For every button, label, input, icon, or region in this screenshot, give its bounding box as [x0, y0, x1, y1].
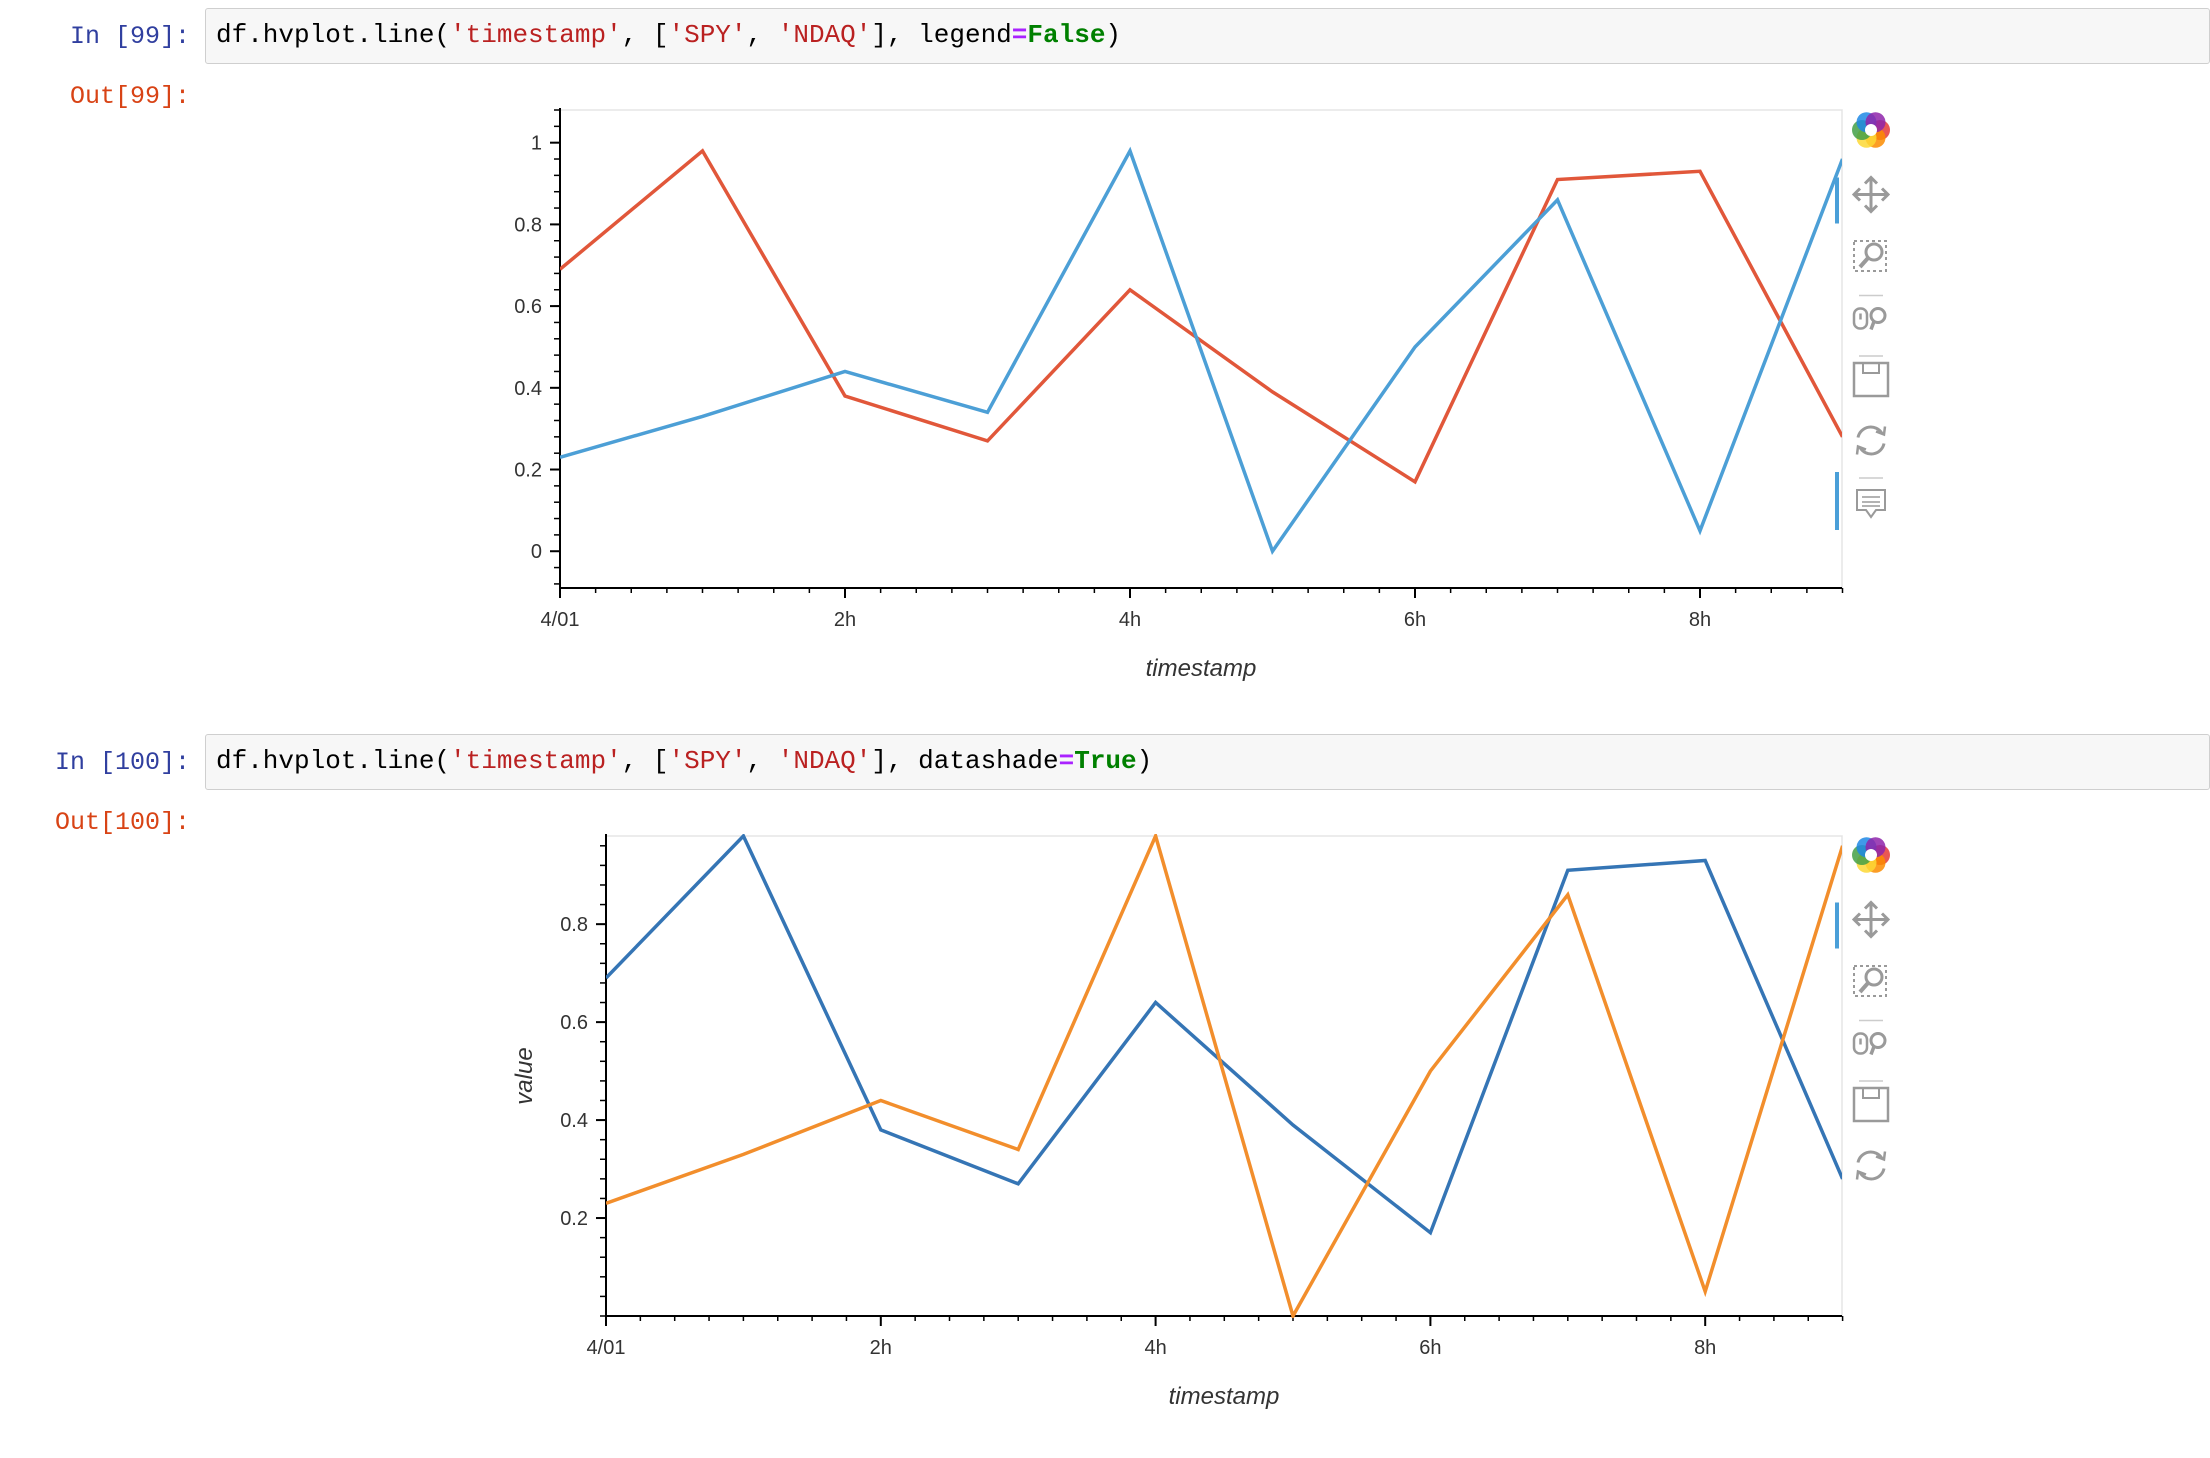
bokeh-logo-icon [1852, 112, 1890, 148]
code-punct: , [746, 746, 778, 776]
y-tick-label: 0.2 [514, 460, 542, 482]
code-keyword: False [1027, 20, 1106, 50]
code-operator: = [1058, 746, 1075, 776]
y-tick-label: 0.6 [560, 1012, 588, 1034]
reset-icon[interactable] [1855, 1150, 1887, 1181]
code-call: df.hvplot.line( [216, 20, 451, 50]
x-tick-label: 8h [1689, 609, 1711, 631]
series-line-1[interactable] [606, 834, 1843, 1236]
pan-icon[interactable] [1835, 900, 1891, 949]
x-tick-label: 2h [834, 609, 856, 631]
code-punct: , [ [621, 746, 669, 776]
series-line-2[interactable] [560, 146, 1843, 555]
x-axis-title: timestamp [1146, 655, 1257, 682]
code-punct: , [ [621, 20, 669, 50]
box-zoom-icon[interactable] [1853, 240, 1887, 272]
out-prompt-99: Out[99]: [69, 82, 190, 111]
x-tick-label: 4h [1144, 1337, 1166, 1359]
out-prompt-100: Out[100]: [54, 808, 190, 837]
code-punct: , [746, 20, 778, 50]
bokeh-toolbar [1835, 837, 1891, 1181]
chart-2[interactable]: 0.2 0.4 0.6 0.8 4/01 2h 4h 6h 8h timestamp value [511, 834, 1891, 1410]
pan-icon[interactable] [1835, 175, 1891, 224]
x-tick-label: 6h [1404, 609, 1426, 631]
code-string: 'timestamp' [450, 20, 622, 50]
x-tick-label: 4h [1119, 609, 1141, 631]
save-icon[interactable] [1852, 1080, 1890, 1123]
code-call: df.hvplot.line( [216, 746, 451, 776]
chart-1[interactable]: 0 0.2 0.4 0.6 0.8 1 4/01 2h 4h 6h 8h timestamp [514, 108, 1891, 682]
code-punct: ) [1136, 746, 1153, 776]
active-tool-indicator [1835, 472, 1839, 530]
save-icon[interactable] [1852, 355, 1890, 398]
code-string: 'timestamp' [450, 746, 622, 776]
bokeh-toolbar [1835, 112, 1891, 530]
code-punct: ) [1105, 20, 1122, 50]
code-keyword: True [1074, 746, 1137, 776]
in-prompt-99: In [99]: [69, 22, 190, 51]
code-operator: = [1011, 20, 1028, 50]
active-tool-indicator [1835, 902, 1839, 949]
y-tick-label: 0.8 [560, 914, 588, 936]
active-tool-indicator [1835, 177, 1839, 224]
code-punct: ], [871, 746, 919, 776]
code-kwarg-name: datashade [918, 746, 1059, 776]
x-tick-label: 6h [1419, 1337, 1441, 1359]
y-tick-label: 0.8 [514, 214, 542, 236]
hover-icon[interactable] [1835, 472, 1886, 530]
y-tick-label: 0.6 [514, 296, 542, 318]
x-tick-label: 2h [870, 1337, 892, 1359]
code-string: 'NDAQ' [777, 746, 872, 776]
wheel-zoom-icon[interactable] [1852, 1019, 1887, 1056]
code-cell-99[interactable]: df.hvplot.line('timestamp', ['SPY', 'NDA… [205, 8, 2210, 64]
x-axis-title: timestamp [1169, 1383, 1280, 1410]
bokeh-logo-icon [1852, 837, 1890, 873]
x-tick-label: 4/01 [541, 609, 580, 631]
y-tick-label: 1 [531, 133, 542, 155]
y-tick-label: 0 [531, 541, 542, 563]
code-cell-100[interactable]: df.hvplot.line('timestamp', ['SPY', 'NDA… [205, 734, 2210, 790]
y-tick-label: 0.2 [560, 1208, 588, 1230]
box-zoom-icon[interactable] [1853, 965, 1887, 997]
wheel-zoom-icon[interactable] [1852, 294, 1887, 331]
code-kwarg-name: legend [918, 20, 1012, 50]
y-axis-title: value [511, 1047, 538, 1104]
in-prompt-100: In [100]: [54, 748, 190, 777]
code-string: 'SPY' [668, 20, 747, 50]
reset-icon[interactable] [1855, 425, 1887, 456]
y-tick-label: 0.4 [560, 1110, 588, 1132]
series-line-1[interactable] [560, 148, 1843, 485]
series-line-2[interactable] [606, 834, 1843, 1318]
code-string: 'SPY' [668, 746, 747, 776]
code-string: 'NDAQ' [777, 20, 872, 50]
code-punct: ], [871, 20, 919, 50]
y-tick-label: 0.4 [514, 378, 542, 400]
x-tick-label: 4/01 [587, 1337, 626, 1359]
x-tick-label: 8h [1694, 1337, 1716, 1359]
